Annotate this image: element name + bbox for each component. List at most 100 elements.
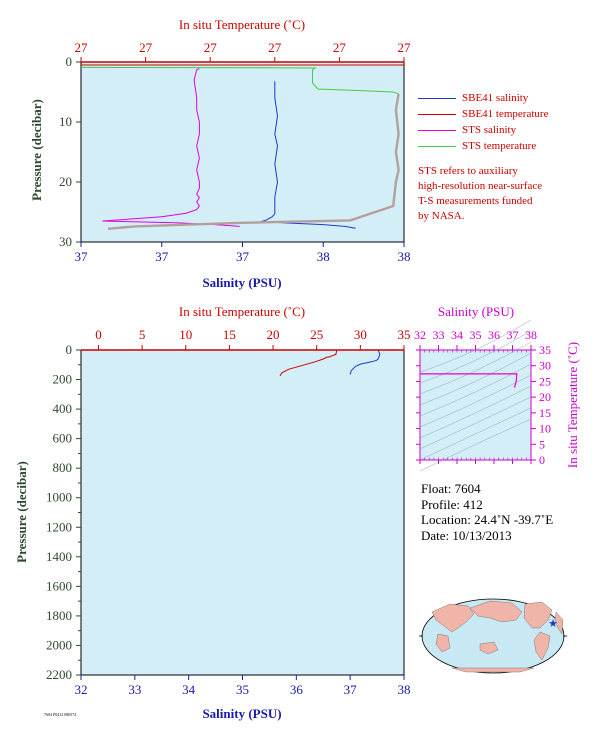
bottom-pressure-axis-title: Pressure (decibar) [14, 461, 29, 563]
footer-code: 7604 P0412 080574 [44, 712, 77, 717]
ts-profile-line [420, 373, 518, 388]
ts-temperature-tick-label: 15 [539, 406, 551, 420]
sbe41-salinity-line [261, 81, 356, 229]
ts-salinity-tick-label: 33 [433, 328, 445, 342]
top-pressure-axis-title: Pressure (decibar) [29, 99, 44, 201]
ts-density-contours [419, 319, 532, 472]
top-pressure-tick-label: 0 [66, 54, 73, 69]
top-temperature-tick-label: 27 [139, 40, 153, 55]
ts-temperature-tick-label: 20 [539, 390, 551, 404]
bottom-temperature-tick-label: 10 [179, 327, 192, 342]
top-temperature-tick-label: 27 [398, 40, 412, 55]
ts-temperature-tick-label: 5 [539, 437, 545, 451]
ts-salinity-tick-label: 34 [451, 328, 463, 342]
sts-note-line: by NASA. [418, 210, 465, 222]
bottom-pressure-tick-label: 1000 [46, 490, 72, 505]
bottom-salinity-tick-label: 38 [398, 682, 411, 697]
map-landmass-north-america [523, 601, 553, 629]
legend-item-sbe41-salinity: SBE41 salinity [418, 90, 548, 106]
bottom-pressure-tick-label: 800 [53, 460, 73, 475]
float-info: Float: 7604 Profile: 412 Location: 24.4˚… [421, 481, 553, 543]
legend-swatch [418, 130, 456, 131]
top-temperature-tick-label: 27 [75, 40, 89, 55]
ts-density-contour [419, 352, 532, 406]
top-temperature-tick-label: 27 [333, 40, 347, 55]
bottom-salinity-tick-label: 34 [182, 682, 196, 697]
bottom-temperature-tick-label: 35 [398, 327, 411, 342]
legend-label: SBE41 salinity [462, 92, 529, 104]
ts-salinity-tick-label: 35 [470, 328, 482, 342]
ts-density-contour [419, 396, 532, 450]
ts-density-contour [419, 374, 532, 428]
top-pressure-tick-label: 10 [59, 114, 72, 129]
legend-label: STS salinity [462, 124, 517, 136]
top-salinity-tick-label: 38 [317, 249, 330, 264]
top-temperature-tick-label: 27 [268, 40, 282, 55]
ts-density-contour [419, 341, 532, 395]
map-landmass-europe-africa [554, 611, 564, 635]
legend-label: SBE41 temperature [462, 108, 549, 120]
bottom-pressure-tick-label: 200 [53, 372, 73, 387]
sts-note: STS refers to auxiliary high-resolution n… [418, 164, 542, 224]
top-salinity-axis-title: Salinity (PSU) [202, 275, 281, 290]
ts-temperature-tick-label: 0 [539, 453, 545, 467]
ts-series [420, 373, 518, 388]
ts-density-contour [419, 407, 532, 461]
map-landmass-antarctica [451, 667, 535, 673]
ts-salinity-tick-label: 38 [525, 328, 537, 342]
bottom-pressure-tick-label: 1400 [46, 549, 72, 564]
top-temperature-tick-label: 27 [204, 40, 218, 55]
ts-density-contour [419, 418, 532, 472]
bottom-pressure-tick-label: 600 [53, 431, 73, 446]
bottom-temperature-line [279, 349, 338, 377]
ts-salinity-tick-label: 37 [507, 328, 519, 342]
ts-salinity-tick-label: 36 [488, 328, 500, 342]
ts-temperature-tick-label: 25 [539, 374, 551, 388]
ts-temperature-tick-label: 30 [539, 359, 551, 373]
ts-temperature-tick-label: 10 [539, 422, 551, 436]
map-landmass-north-pacific-rim [469, 600, 523, 623]
bottom-temperature-tick-label: 15 [223, 327, 236, 342]
top-legend: SBE41 salinity SBE41 temperature STS sal… [418, 90, 548, 154]
series-overlap-line [107, 93, 400, 230]
map-landmass-asia [431, 603, 475, 633]
ts-density-contour [419, 363, 532, 417]
bottom-pressure-tick-label: 1200 [46, 519, 72, 534]
ts-salinity-axis-title: Salinity (PSU) [438, 304, 514, 319]
top-pressure-tick-label: 20 [59, 174, 72, 189]
profile-number: Profile: 412 [421, 496, 483, 512]
map-landmass-australia [479, 641, 499, 655]
bottom-temperature-tick-label: 25 [310, 327, 323, 342]
bottom-salinity-tick-label: 37 [344, 682, 358, 697]
bottom-pressure-tick-label: 400 [53, 401, 73, 416]
legend-label: STS temperature [462, 140, 537, 152]
legend-item-sts-salinity: STS salinity [418, 122, 548, 138]
top-salinity-tick-label: 37 [236, 249, 250, 264]
map-landmass-africa-west [435, 633, 451, 653]
sts-salinity-line [102, 68, 240, 227]
ts-temperature-tick-label: 35 [539, 343, 551, 357]
bottom-temperature-tick-label: 20 [267, 327, 280, 342]
legend-item-sts-temperature: STS temperature [418, 138, 548, 154]
bottom-pressure-tick-label: 2000 [46, 637, 72, 652]
bottom-pressure-tick-label: 2200 [46, 667, 72, 682]
bottom-pressure-tick-label: 1800 [46, 608, 72, 623]
legend-swatch [418, 146, 456, 147]
bottom-temperature-tick-label: 30 [354, 327, 367, 342]
location: Location: 24.4˚N -39.7˚E [421, 512, 554, 527]
bottom-pressure-tick-label: 0 [66, 342, 73, 357]
legend-swatch [418, 114, 456, 115]
bottom-salinity-axis-title: Salinity (PSU) [202, 706, 281, 721]
top-pressure-tick-label: 30 [59, 234, 72, 249]
bottom-axes: 32 33 34 35 36 37 38 0 5 10 15 20 25 30 35 0 200 400 600 80… [46, 327, 411, 697]
bottom-temperature-tick-label: 0 [95, 327, 102, 342]
bottom-salinity-tick-label: 33 [128, 682, 141, 697]
bottom-pressure-tick-label: 1600 [46, 578, 72, 593]
sts-note-line: STS refers to auxiliary [418, 165, 518, 177]
sts-temperature-line [80, 66, 399, 95]
float-id: Float: 7604 [421, 481, 481, 496]
ts-density-contour [419, 385, 532, 439]
